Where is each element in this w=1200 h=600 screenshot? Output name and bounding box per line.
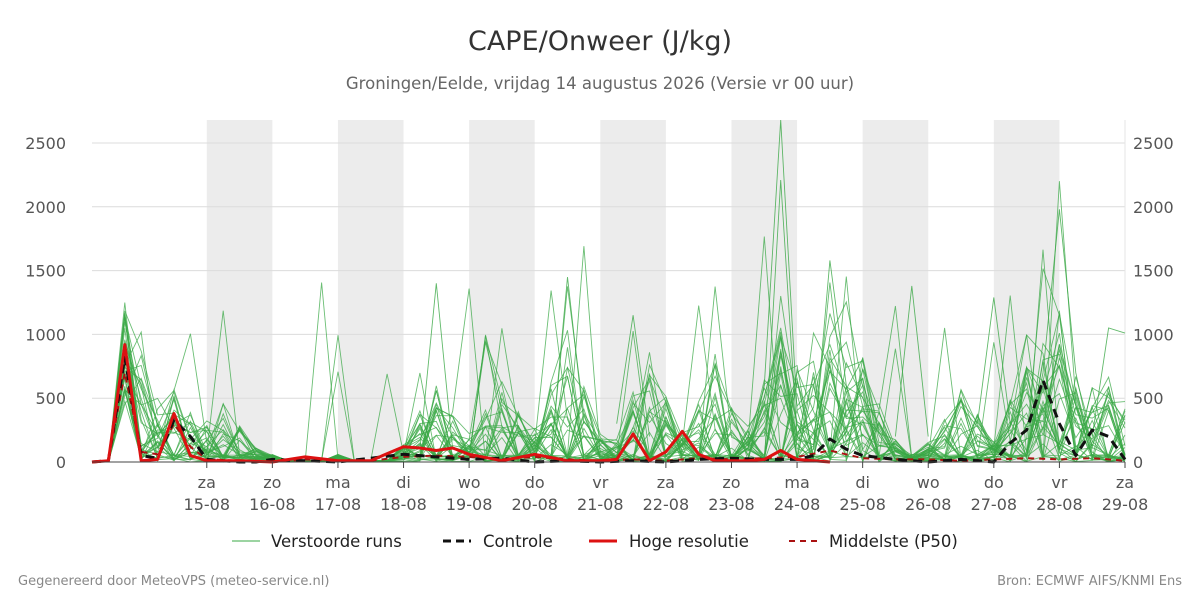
weekend-band-0: [206, 120, 273, 462]
x-tick-date-15: 29-08: [1102, 495, 1149, 514]
y-tick-label-left-2000: 2000: [25, 198, 66, 217]
perturbed-run-peak-3: [813, 260, 864, 450]
series-hoge-resolutie: [91, 343, 831, 464]
y-tick-label-left-1500: 1500: [25, 262, 66, 281]
y-tick-label-left-2500: 2500: [25, 134, 66, 153]
x-tick-date-3: 17-08: [315, 495, 362, 514]
perturbed-run-peak-4: [550, 276, 585, 456]
x-tick-weekday-13: do: [984, 473, 1004, 492]
perturbed-run-peak-5: [419, 283, 454, 450]
legend: Verstoorde runs Controle Hoge resolutie …: [232, 532, 958, 551]
legend-label-perturbed: Verstoorde runs: [271, 532, 402, 551]
footer-source: Bron: ECMWF AIFS/KNMI Ens: [997, 574, 1182, 589]
perturbed-run-peak-9: [1091, 327, 1126, 437]
x-tick-weekday-5: wo: [458, 473, 481, 492]
x-tick-date-4: 18-08: [380, 495, 427, 514]
legend-label-control: Controle: [483, 532, 553, 551]
perturbed-run-peak-1: [763, 179, 798, 463]
x-tick-weekday-3: ma: [325, 473, 350, 492]
x-tick-date-12: 26-08: [905, 495, 952, 514]
x-tick-weekday-2: zo: [263, 473, 281, 492]
perturbed-run-32: [92, 286, 1126, 463]
x-tick-date-1: 15-08: [184, 495, 231, 514]
y-tick-label-left-1000: 1000: [25, 325, 66, 344]
x-tick-date-7: 21-08: [577, 495, 624, 514]
x-tick-date-8: 22-08: [643, 495, 690, 514]
main-series: [91, 343, 1127, 464]
perturbed-run-peak-0: [747, 119, 814, 463]
x-tick-date-5: 19-08: [446, 495, 493, 514]
perturbed-run-31: [92, 347, 1126, 463]
grid-lines: [92, 120, 1126, 462]
chart-subtitle: Groningen/Eelde, vrijdag 14 augustus 202…: [346, 74, 854, 93]
axes: 0 0 500 500 1000 1000 1500 1500 2000 2000 2500 2500…: [25, 134, 1173, 514]
x-tick-weekday-6: do: [525, 473, 545, 492]
chart-title: CAPE/Onweer (J/kg): [468, 26, 732, 57]
x-tick-weekday-9: zo: [722, 473, 740, 492]
x-tick-date-6: 20-08: [511, 495, 558, 514]
y-tick-label-right-0: 0: [1133, 453, 1143, 472]
perturbed-run-peak-7: [976, 297, 1011, 424]
y-tick-label-left-500: 500: [35, 389, 66, 408]
x-tick-date-9: 23-08: [708, 495, 755, 514]
x-tick-date-2: 16-08: [249, 495, 296, 514]
y-tick-label-right-1000: 1000: [1133, 325, 1174, 344]
x-tick-date-14: 28-08: [1036, 495, 1083, 514]
x-tick-weekday-12: wo: [917, 473, 940, 492]
x-tick-weekday-14: vr: [1051, 473, 1067, 492]
y-tick-label-right-1500: 1500: [1133, 262, 1174, 281]
x-tick-weekday-4: di: [396, 473, 411, 492]
perturbed-run-peak-8: [616, 315, 650, 437]
y-tick-label-right-2000: 2000: [1133, 198, 1174, 217]
x-tick-weekday-8: za: [657, 473, 675, 492]
perturbed-run-30: [92, 355, 1126, 463]
x-tick-date-10: 24-08: [774, 495, 821, 514]
y-tick-label-right-2500: 2500: [1133, 134, 1174, 153]
y-tick-label-right-500: 500: [1133, 389, 1164, 408]
x-tick-weekday-10: ma: [784, 473, 809, 492]
legend-label-hires: Hoge resolutie: [629, 532, 749, 551]
x-tick-date-13: 27-08: [971, 495, 1018, 514]
x-tick-date-11: 25-08: [839, 495, 886, 514]
x-tick-weekday-11: di: [855, 473, 870, 492]
weekend-band-6: [993, 120, 1060, 462]
x-tick-weekday-15: za: [1116, 473, 1134, 492]
y-tick-label-left-0: 0: [56, 453, 66, 472]
x-tick-weekday-1: za: [198, 473, 216, 492]
footer-generated-by: Gegenereerd door MeteoVPS (meteo-service…: [18, 574, 329, 589]
weekend-band-1: [337, 120, 404, 462]
x-tick-weekday-7: vr: [592, 473, 608, 492]
legend-label-median: Middelste (P50): [829, 532, 958, 551]
perturbed-run-peak-6: [894, 285, 929, 437]
